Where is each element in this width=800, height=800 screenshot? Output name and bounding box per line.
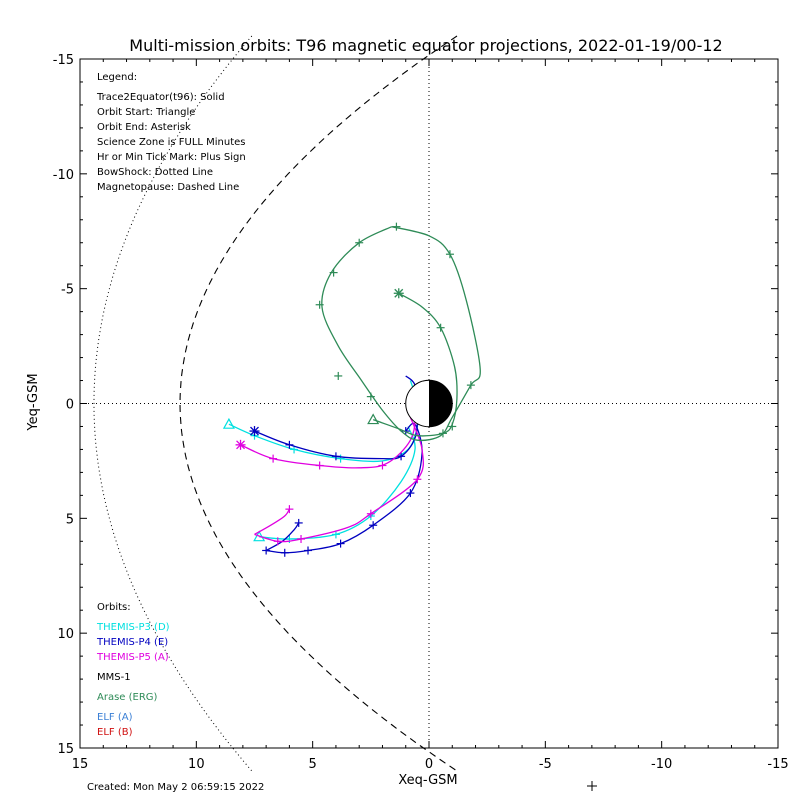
orbit-trace-line xyxy=(372,292,458,437)
orbits-legend: Orbits: THEMIS-P3 (D) THEMIS-P4 (E) THEM… xyxy=(96,602,170,738)
orbits-legend-title: Orbits: xyxy=(97,602,131,613)
orbit-trace-line xyxy=(265,522,300,552)
x-axis-label: Xeq-GSM xyxy=(398,773,457,788)
orbit-label-mms-1: MMS-1 xyxy=(97,672,131,683)
orbit-end-asterisk xyxy=(393,288,404,299)
orbit-end-asterisk xyxy=(249,426,260,437)
y-tick-label: 5 xyxy=(66,512,74,527)
orbit-label-themis-p5: THEMIS-P5 (A) xyxy=(96,652,169,663)
y-tick-label: 10 xyxy=(57,627,74,642)
orbit-label-arase: Arase (ERG) xyxy=(97,692,158,703)
y-tick-label: -15 xyxy=(53,53,74,68)
legend-line: Trace2Equator(t96): Solid xyxy=(96,92,225,103)
y-tick-label: -10 xyxy=(53,168,74,183)
orbit-label-elf-b: ELF (B) xyxy=(97,727,133,738)
magnetopause-line xyxy=(179,35,458,772)
orbit-label-elf-a: ELF (A) xyxy=(97,712,133,723)
plus-marker-icon xyxy=(587,781,597,791)
orbit-start-triangle xyxy=(253,530,266,542)
legend-line: Orbit End: Asterisk xyxy=(97,122,191,133)
y-axis-label: Yeq-GSM xyxy=(26,373,41,431)
orbit-start-triangle xyxy=(222,417,235,429)
orbit-label-themis-p4: THEMIS-P4 (E) xyxy=(96,637,168,648)
orbit-label-themis-p3: THEMIS-P3 (D) xyxy=(96,622,170,633)
orbit-end-asterisk xyxy=(235,439,246,450)
chart-title: Multi-mission orbits: T96 magnetic equat… xyxy=(129,36,722,55)
x-tick-label: -15 xyxy=(767,757,788,772)
x-tick-label: -10 xyxy=(651,757,672,772)
y-tick-label: 15 xyxy=(57,742,74,757)
boundary-curves xyxy=(93,35,458,772)
orbit-start-triangle xyxy=(367,413,380,425)
y-tick-label: -5 xyxy=(61,283,74,298)
legend-line: Orbit Start: Triangle xyxy=(97,107,195,118)
axis-ticks: 15 10 5 0 -5 -10 -15 -15 -10 -5 0 5 10 15 xyxy=(53,53,789,772)
legend-title: Legend: xyxy=(97,72,137,83)
legend-line: Science Zone is FULL Minutes xyxy=(97,137,246,148)
legend-line: Magnetopause: Dashed Line xyxy=(97,182,239,193)
legend-box: Legend: Trace2Equator(t96): Solid Orbit … xyxy=(96,72,246,193)
x-tick-label: 5 xyxy=(309,757,317,772)
created-footer: Created: Mon May 2 06:59:15 2022 xyxy=(87,782,264,793)
orbit-arase-erg xyxy=(315,222,481,442)
legend-line: Hr or Min Tick Mark: Plus Sign xyxy=(97,152,246,163)
orbit-trace-line xyxy=(321,226,481,442)
x-tick-label: 0 xyxy=(425,757,433,772)
earth-icon xyxy=(405,379,453,428)
x-tick-label: 10 xyxy=(188,757,205,772)
bow-shock-line xyxy=(93,35,253,772)
x-tick-label: 15 xyxy=(72,757,89,772)
y-tick-label: 0 xyxy=(66,398,74,413)
earth-night-side xyxy=(429,380,453,427)
orbit-trace-line xyxy=(254,508,290,535)
x-tick-label: -5 xyxy=(539,757,552,772)
legend-line: BowShock: Dotted Line xyxy=(97,167,213,178)
